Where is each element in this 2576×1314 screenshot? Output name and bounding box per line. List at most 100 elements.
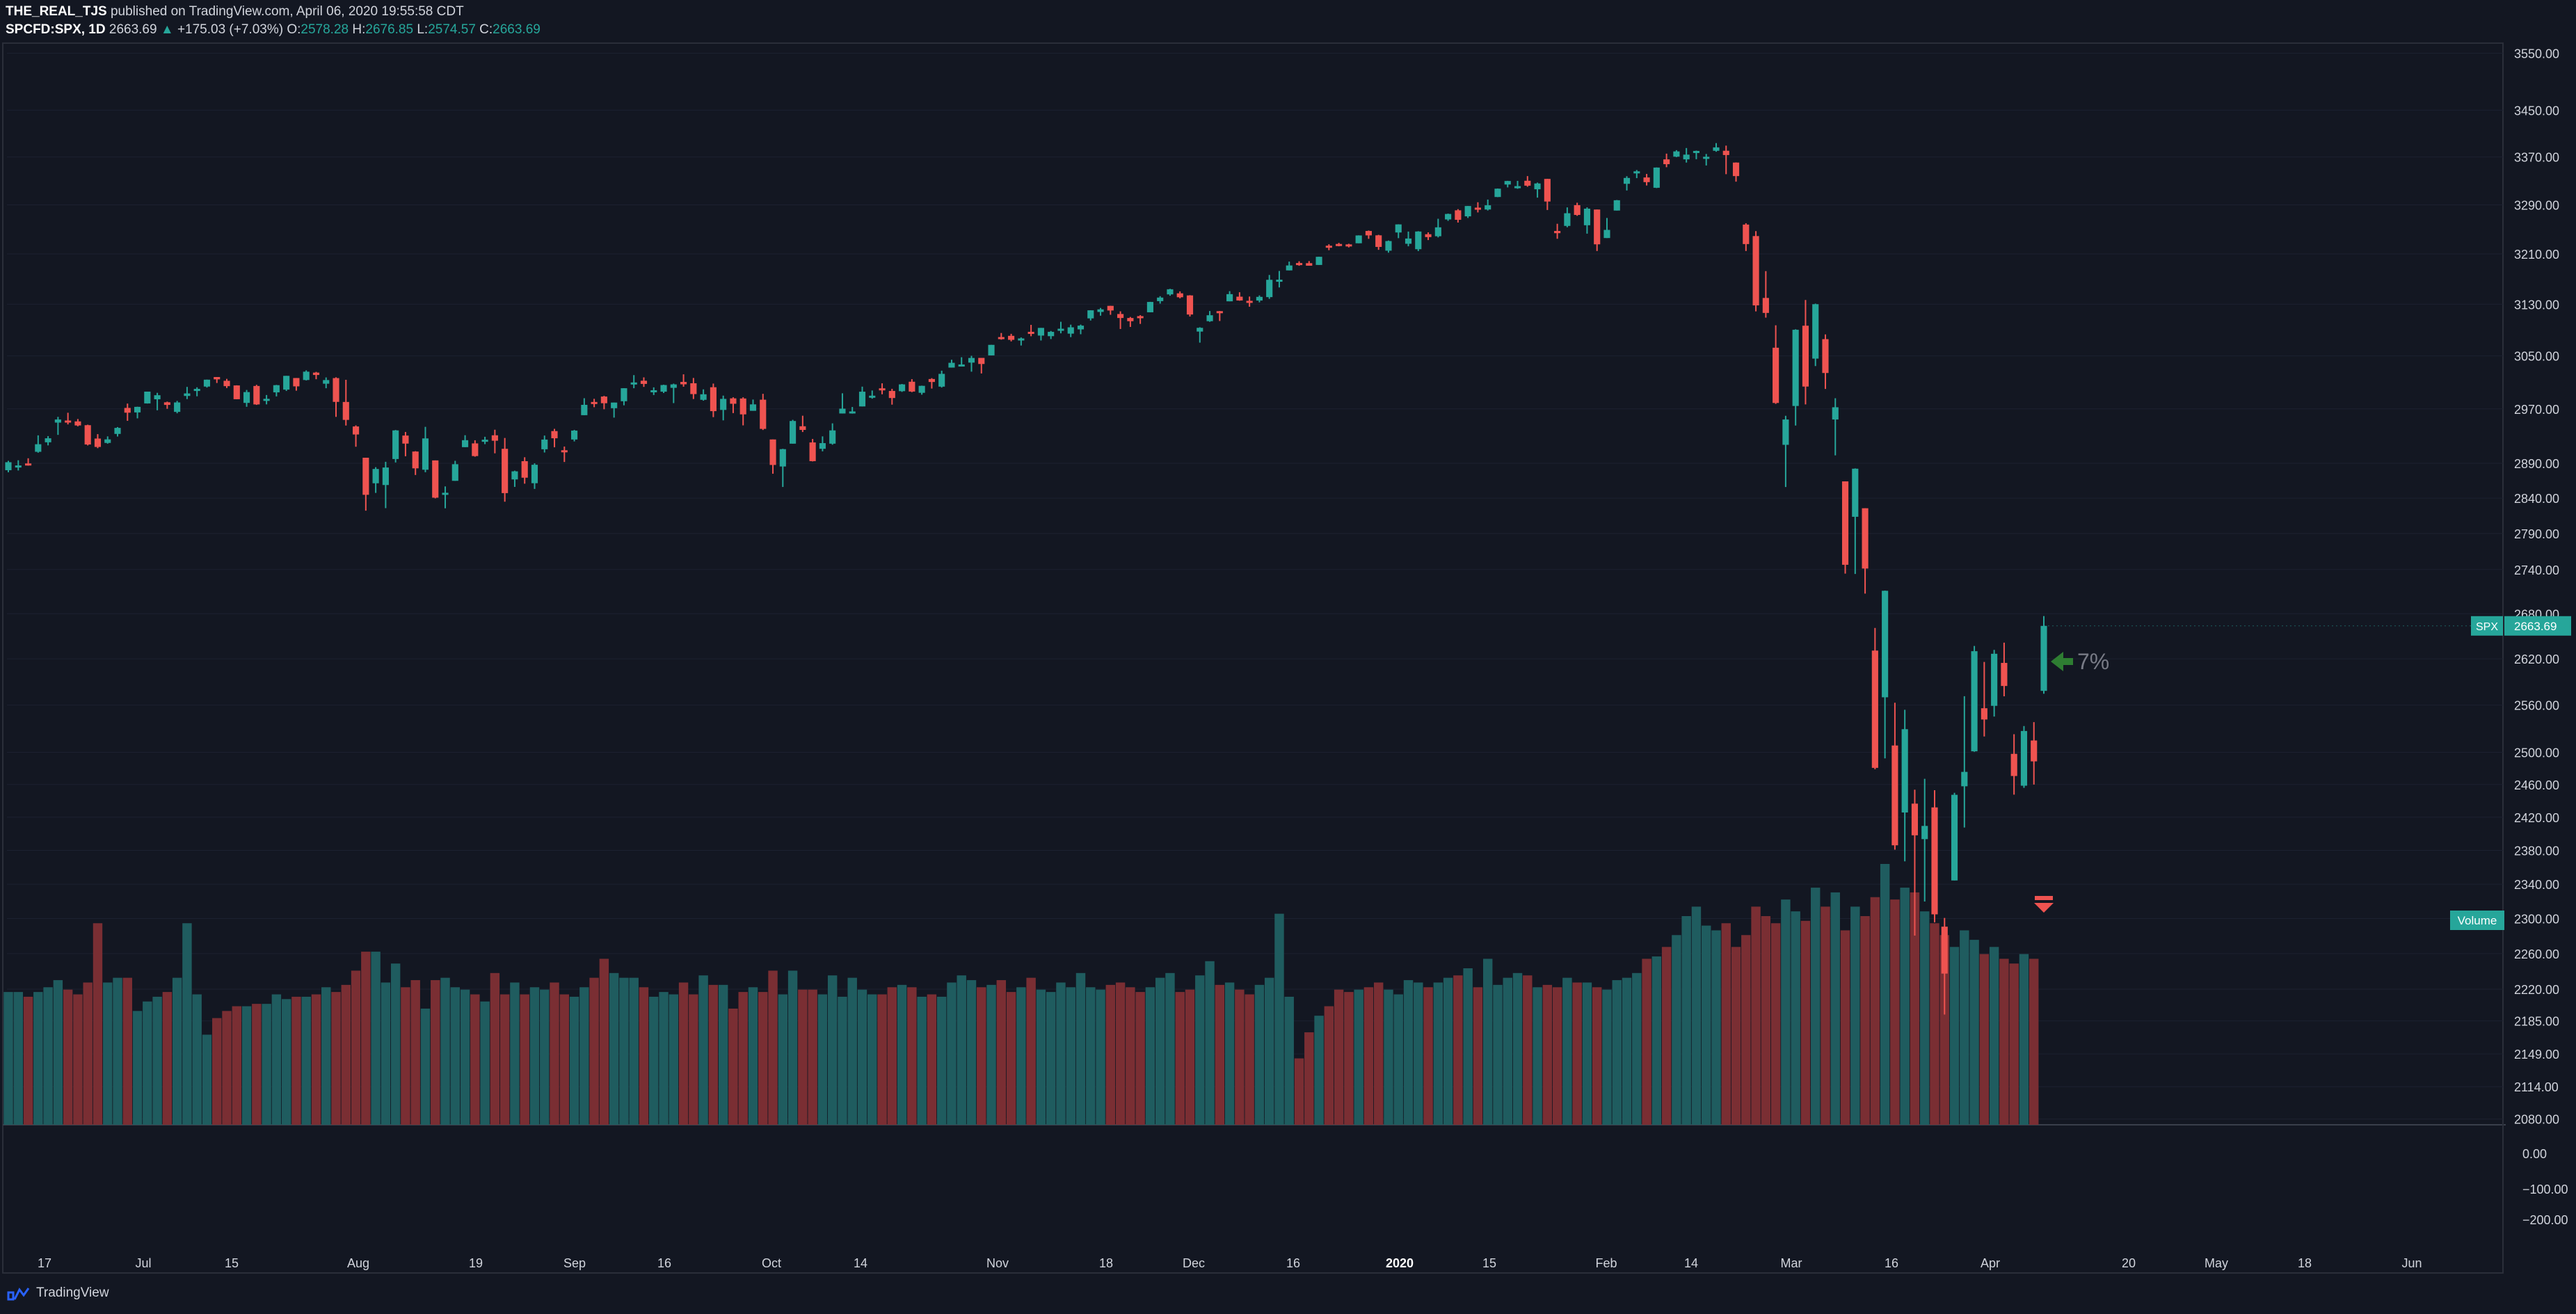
- tradingview-logo-icon[interactable]: [6, 1285, 31, 1301]
- candle-body: [1037, 328, 1044, 336]
- volume-bar: [499, 994, 510, 1125]
- price-tick-label: 3130.00: [2514, 298, 2559, 312]
- candle-body: [1087, 310, 1094, 319]
- candle-body: [114, 428, 121, 434]
- volume-bar: [182, 923, 192, 1125]
- price-tick-label: 2149.00: [2514, 1048, 2559, 1061]
- volume-bar: [639, 987, 649, 1125]
- candle-body: [730, 398, 737, 404]
- time-tick-label: 15: [225, 1256, 239, 1270]
- volume-bar: [887, 987, 897, 1125]
- volume-bar: [450, 987, 461, 1125]
- volume-bar: [609, 972, 619, 1125]
- time-tick-label: 16: [1286, 1256, 1300, 1270]
- volume-bar: [192, 994, 202, 1125]
- volume-bar: [361, 952, 371, 1125]
- volume-bars: [3, 864, 2039, 1125]
- last-price: 2663.69: [109, 22, 157, 37]
- time-tick-label: Dec: [1183, 1256, 1205, 1270]
- candle-body: [1345, 244, 1352, 247]
- candle-body: [779, 449, 786, 467]
- volume-bar: [1324, 1006, 1334, 1125]
- volume-bar: [93, 923, 103, 1125]
- price-tick-label: 2560.00: [2514, 699, 2559, 713]
- tradingview-brand[interactable]: TradingView: [36, 1285, 109, 1300]
- volume-bar: [470, 994, 480, 1125]
- candle-body: [1167, 289, 1174, 295]
- volume-bar: [1612, 980, 1622, 1125]
- volume-bar: [708, 984, 719, 1125]
- candle-body: [1752, 236, 1759, 306]
- volume-bar: [1254, 984, 1265, 1125]
- candle-body: [422, 438, 429, 470]
- candle-body: [968, 358, 975, 363]
- volume-bar: [1075, 972, 1086, 1125]
- volume-bar: [1741, 935, 1751, 1125]
- candle-body: [1494, 189, 1501, 198]
- candle-body: [1077, 326, 1085, 330]
- volume-bar: [996, 980, 1007, 1125]
- published-text: published on TradingView.com, April 06, …: [110, 4, 464, 19]
- volume-bar: [1155, 977, 1165, 1125]
- volume-bar: [1751, 906, 1761, 1125]
- candle-body: [1107, 305, 1114, 311]
- candle-body: [1117, 314, 1124, 319]
- candle-body: [54, 419, 61, 423]
- candlestick-series: [5, 143, 2047, 1015]
- publisher-name[interactable]: THE_REAL_TJS: [6, 4, 107, 19]
- volume-bar: [1473, 987, 1483, 1125]
- candle-body: [5, 462, 12, 470]
- volume-bar: [1344, 992, 1354, 1125]
- volume-bar: [1622, 977, 1632, 1125]
- price-tick-label: 2460.00: [2514, 778, 2559, 792]
- volume-bar: [738, 992, 748, 1125]
- volume-bar: [669, 994, 679, 1125]
- volume-bar: [1850, 906, 1860, 1125]
- volume-bar: [480, 1001, 490, 1125]
- volume-bar: [1920, 911, 1930, 1125]
- candle-body: [392, 430, 399, 459]
- volume-bar: [778, 994, 788, 1125]
- candle-body: [1415, 231, 1422, 250]
- candle-body: [790, 421, 797, 444]
- volume-bar: [1632, 972, 1642, 1125]
- volume-bar: [689, 994, 698, 1125]
- symbol-label[interactable]: SPCFD:SPX, 1D: [6, 22, 106, 37]
- volume-bar: [143, 1001, 152, 1125]
- candle-body: [869, 395, 876, 398]
- price-tick-label: 2890.00: [2514, 457, 2559, 471]
- candle-body: [1246, 301, 1253, 303]
- volume-bar: [1731, 947, 1741, 1125]
- volume-tag: [2450, 911, 2504, 930]
- candle-body: [858, 392, 866, 407]
- candle-body: [1534, 183, 1541, 190]
- last-symbol-text: SPX: [2476, 621, 2498, 633]
- candle-body: [293, 378, 300, 387]
- volume-bar: [1245, 994, 1254, 1125]
- candle-body: [611, 402, 618, 408]
- candle-body: [2020, 730, 2028, 786]
- price-tick-label: 2840.00: [2514, 492, 2559, 506]
- candle-body: [1891, 745, 1898, 846]
- price-tick-label: 2260.00: [2514, 947, 2559, 961]
- price-tick-label: 2080.00: [2514, 1113, 2559, 1127]
- volume-bar: [1493, 984, 1503, 1125]
- volume-bar: [798, 989, 808, 1125]
- close-value: 2663.69: [493, 22, 541, 37]
- candle-body: [948, 362, 955, 368]
- volume-bar: [1205, 961, 1215, 1125]
- volume-bar: [579, 987, 589, 1125]
- volume-bar: [401, 987, 410, 1125]
- time-tick-label: 14: [1684, 1256, 1698, 1270]
- volume-bar: [1890, 899, 1900, 1125]
- volume-bar: [977, 987, 986, 1125]
- volume-bar: [1373, 982, 1384, 1125]
- time-tick-label: 18: [1099, 1256, 1113, 1270]
- volume-tick-label: −200.00: [2522, 1213, 2568, 1227]
- volume-bar: [1960, 930, 1969, 1125]
- volume-bar: [569, 996, 579, 1125]
- candle-body: [1832, 407, 1839, 420]
- price-tick-label: 3290.00: [2514, 198, 2559, 212]
- candle-body: [1485, 205, 1491, 210]
